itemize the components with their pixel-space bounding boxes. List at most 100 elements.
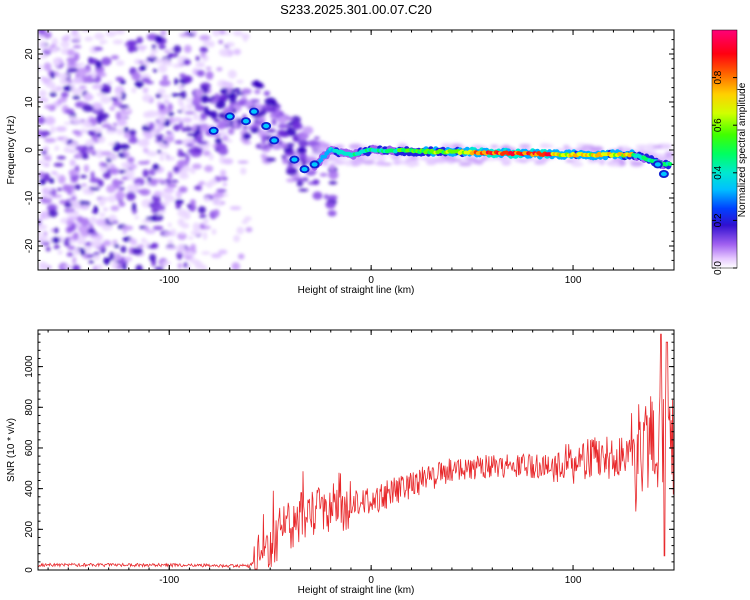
snr-ytick-label: 200 — [24, 521, 35, 538]
spectrogram-noise-blob — [174, 78, 179, 86]
spectrogram-noise-blob — [100, 151, 113, 156]
spectrogram-noise-blob — [149, 54, 156, 58]
spectrogram-noise-blob — [190, 230, 203, 236]
spectrogram-noise-blob — [287, 163, 292, 170]
spectrogram-noise-blob — [68, 149, 77, 153]
spectrogram-noise-blob — [186, 264, 192, 270]
spectrogram-noise-blob — [288, 116, 294, 121]
spectrogram-noise-blob — [72, 256, 77, 265]
spectrogram-noise-blob — [199, 46, 208, 54]
spectrogram-noise-blob — [145, 181, 151, 187]
spectrogram-noise-blob — [116, 60, 125, 66]
spectrogram-halo-blob — [588, 146, 603, 151]
spectrogram-noise-blob — [107, 127, 117, 131]
spectrogram-noise-blob — [80, 204, 90, 210]
spectrogram-noise-blob — [216, 67, 223, 72]
spectrogram-noise-blob — [43, 62, 52, 71]
spectrogram-noise-blob — [97, 179, 104, 187]
spectrogram-noise-blob — [146, 110, 158, 118]
spectrogram-noise-blob — [169, 116, 174, 124]
spectrogram-noise-blob — [157, 88, 166, 95]
spectrogram-halo-blob — [375, 161, 387, 166]
spectrogram-noise-blob — [260, 153, 267, 159]
spectrogram-noise-blob — [127, 45, 135, 53]
spectrogram-noise-blob — [43, 231, 48, 237]
spectrogram-noise-blob — [38, 224, 48, 230]
spectrogram-noise-blob — [154, 134, 165, 139]
colorbar-ticks: 0.0 0.2 0.4 0.6 0.8 — [712, 70, 737, 275]
ridge-hotspot-core — [226, 114, 233, 119]
spectrogram-noise-blob — [180, 231, 185, 236]
spectrogram-noise-blob — [63, 237, 71, 247]
spectrogram-noise-blob — [177, 209, 188, 218]
spectrogram-noise-blob — [51, 170, 58, 175]
spectrogram-noise-blob — [111, 261, 118, 269]
spectrogram-noise-blob — [178, 186, 188, 193]
spectrogram-noise-blob — [102, 171, 112, 179]
spectrogram-halo-blob — [352, 159, 364, 166]
spectrogram-noise-blob — [95, 218, 107, 227]
spectrogram-noise-blob — [194, 88, 204, 97]
ridge-hotspot-core — [263, 123, 270, 129]
spectrogram-noise-blob — [185, 98, 193, 102]
spectrogram-noise-blob — [193, 112, 199, 121]
spectrogram-noise-blob — [202, 221, 208, 225]
spectrogram-noise-blob — [121, 161, 132, 169]
spectrogram-noise-blob — [226, 139, 233, 143]
spectrogram-noise-blob — [112, 239, 118, 244]
ridge-hotspot-core — [291, 157, 298, 162]
spectrogram-noise-blob — [126, 191, 136, 201]
spectrogram-noise-blob — [135, 264, 143, 270]
spectrogram-noise-blob — [163, 99, 170, 105]
spectrogram-noise-blob — [312, 191, 323, 200]
spectrogram-halo-blob — [587, 159, 598, 164]
spectrogram-noise-blob — [98, 198, 106, 207]
spectrogram-noise-blob — [65, 108, 75, 115]
spectrogram-noise-blob — [281, 155, 286, 159]
spectrogram-noise-blob — [112, 220, 119, 224]
spectrogram-noise-blob — [54, 58, 60, 67]
spectrogram-noise-blob — [211, 228, 217, 235]
spectrogram-noise-blob — [325, 202, 336, 209]
spectrogram-noise-blob — [202, 231, 208, 241]
spectrogram-noise-blob — [280, 144, 289, 149]
spectrogram-noise-blob — [159, 94, 171, 99]
colorbar-tick-label: 0.8 — [713, 70, 724, 84]
spectrogram-noise-blob — [50, 125, 56, 134]
spectrogram-noise-blob — [314, 136, 320, 140]
spectrogram-noise-blob — [131, 202, 137, 212]
spectrogram-noise-blob — [115, 111, 122, 121]
spectrogram-noise-blob — [66, 67, 79, 73]
spectrogram-noise-blob — [71, 195, 77, 202]
spectrogram-noise-blob — [65, 211, 77, 216]
spectrogram-noise-blob — [165, 246, 178, 250]
spectrogram-noise-blob — [212, 192, 219, 198]
spectrogram-noise-blob — [192, 163, 202, 170]
spectrogram-noise-blob — [68, 226, 73, 232]
spectrogram-noise-blob — [312, 179, 320, 185]
spectrogram-noise-blob — [135, 45, 148, 50]
spectrogram-halo-blob — [362, 159, 375, 165]
spectrogram-noise-blob — [229, 206, 242, 211]
spectrogram-noise-blob — [211, 98, 218, 104]
spectrogram-noise-blob — [131, 87, 137, 94]
spectrogram-noise-blob — [150, 242, 159, 249]
spectrogram-noise-blob — [216, 188, 227, 193]
spectrogram-noise-blob — [195, 61, 205, 68]
spectrogram-noise-blob — [69, 159, 76, 167]
spectrogram-noise-blob — [45, 83, 57, 89]
spectrogram-noise-blob — [203, 150, 211, 157]
spectrogram-noise-blob — [53, 244, 60, 250]
spectrogram-noise-blob — [323, 194, 329, 200]
spectrogram-noise-blob — [184, 127, 193, 132]
spectrogram-noise-blob — [154, 58, 163, 64]
ridge-hotspot-core — [311, 162, 318, 167]
spectrogram-noise-blob — [67, 49, 75, 57]
spectrogram-noise-blob — [124, 256, 133, 262]
spectrogram-noise-blob — [206, 97, 212, 103]
spectrogram-noise-blob — [158, 44, 167, 50]
spectrogram-noise-blob — [139, 64, 147, 71]
spectrogram-noise-blob — [157, 149, 162, 154]
